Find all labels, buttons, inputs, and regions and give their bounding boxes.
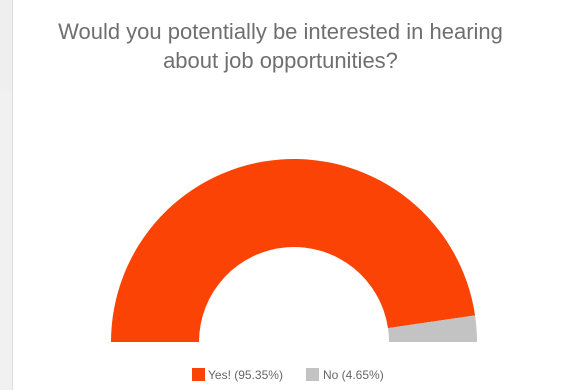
chart-title-line-1: Would you potentially be interested in h… (58, 19, 503, 44)
legend-label-no: No (4.65%) (323, 368, 384, 382)
slice-yes (111, 158, 476, 342)
side-panel-background (0, 90, 12, 390)
legend-label-yes: Yes! (95.35%) (208, 368, 283, 382)
chart-legend: Yes! (95.35%) No (4.65%) (192, 368, 384, 382)
chart-title: Would you potentially be interested in h… (0, 17, 561, 75)
legend-swatch-no (306, 368, 319, 381)
chart-slices (111, 158, 477, 342)
chart-title-line-2: about job opportunities? (163, 48, 398, 73)
slice-no (387, 315, 477, 342)
legend-swatch-yes (192, 368, 205, 381)
